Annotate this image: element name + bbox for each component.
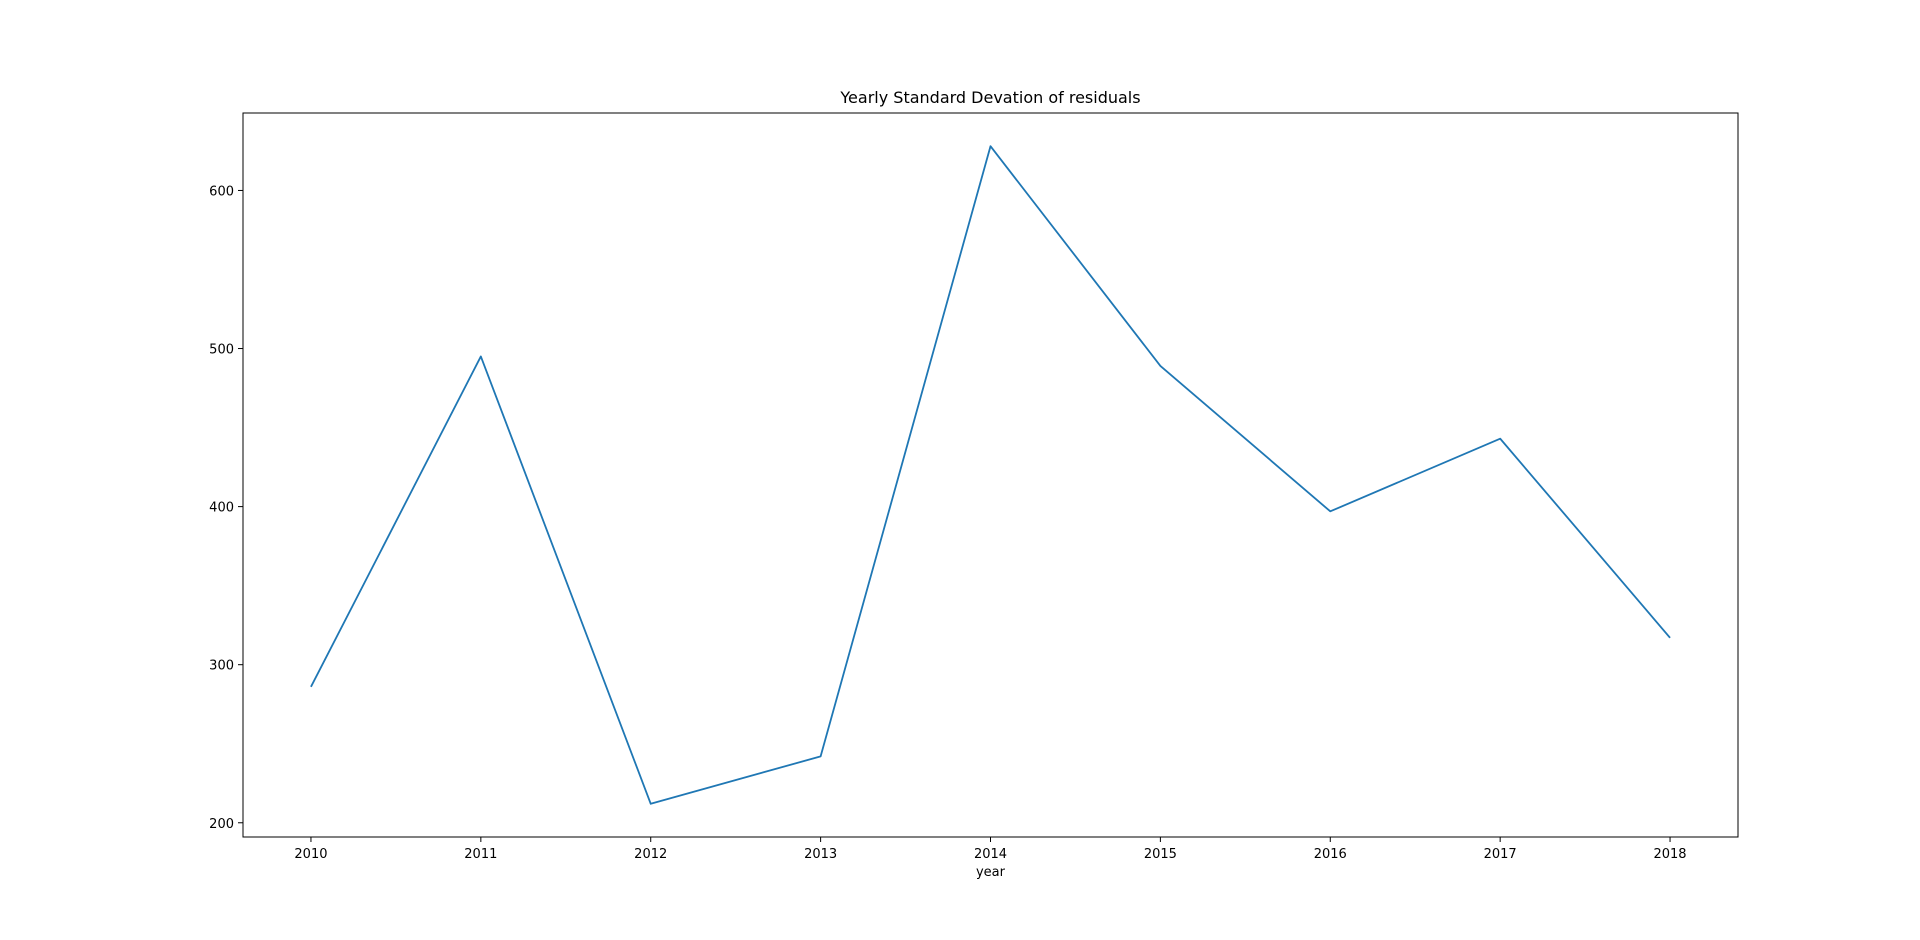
y-tick-label: 300 [209,659,234,674]
x-axis-label: year [976,865,1006,880]
x-tick-label: 2016 [1314,847,1347,862]
x-tick-label: 2017 [1484,847,1517,862]
plot-area [308,144,1673,806]
data-point [308,684,313,689]
x-tick-label: 2010 [294,847,327,862]
y-tick-label: 500 [209,343,234,358]
data-point [1158,363,1163,368]
data-point [1498,436,1503,441]
x-axis: 2010 2011 2012 2013 2014 2015 2016 2017 2018 [294,837,1687,862]
plot-frame [242,112,1739,838]
data-point [648,801,653,806]
data-point [1668,635,1673,640]
data-point [1328,509,1333,514]
y-tick-label: 200 [209,817,234,832]
chart-title: Yearly Standard Devation of residuals [839,88,1140,107]
data-point [478,354,483,359]
y-tick-label: 600 [209,184,234,199]
data-point [988,144,993,149]
y-tick-label: 400 [209,501,234,516]
x-tick-label: 2015 [1144,847,1177,862]
x-tick-label: 2012 [634,847,667,862]
x-tick-label: 2013 [804,847,837,862]
data-point [818,754,823,759]
x-tick-label: 2014 [974,847,1007,862]
y-axis: 200 300 400 500 600 [209,184,243,832]
series-line [310,145,1671,805]
x-tick-label: 2018 [1653,847,1686,862]
x-tick-label: 2011 [464,847,497,862]
